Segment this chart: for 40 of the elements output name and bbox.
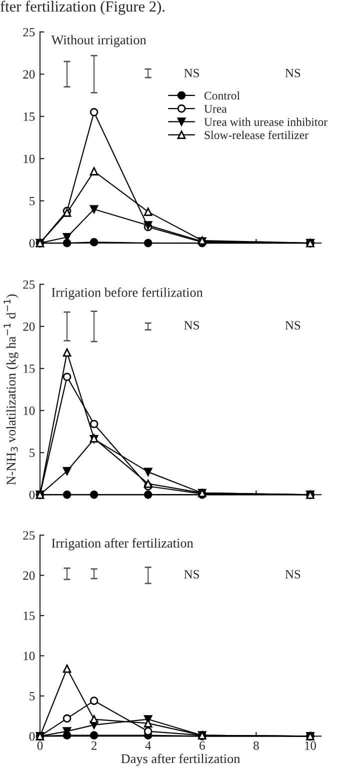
- chart-title: Irrigation after fertilization: [52, 538, 194, 550]
- y-tick-label: 15: [24, 612, 35, 620]
- y-tick-label: 5: [30, 196, 35, 206]
- annotation: NS: [184, 68, 199, 78]
- x-tick-label: 2: [91, 741, 96, 750]
- y-tick-label: 25: [23, 280, 35, 289]
- x-tick-label: 6: [200, 741, 205, 750]
- legend-label: Urea: [204, 104, 227, 113]
- annotation: NS: [285, 68, 300, 78]
- chart-title: Irrigation before fertilization: [52, 287, 203, 300]
- y-tick-label: 10: [24, 154, 35, 164]
- y-tick-label: 20: [23, 571, 35, 580]
- annotation: NS: [285, 321, 300, 330]
- y-tick-label: 0: [29, 732, 35, 741]
- y-tick-label: 10: [24, 652, 35, 660]
- chart-title: Without irrigation: [51, 35, 146, 48]
- y-tick-label: 15: [24, 112, 35, 121]
- y-tick-label: 25: [23, 531, 35, 540]
- y-tick-label: 5: [30, 448, 35, 458]
- y-tick-label: 0: [29, 239, 35, 248]
- legend-label: Slow-release fertilizer: [204, 130, 308, 140]
- y-tick-label: 10: [24, 406, 35, 415]
- x-tick-label: 8: [254, 741, 259, 750]
- x-tick-label: 4: [145, 741, 152, 750]
- y-tick-label: 0: [29, 490, 35, 500]
- annotation: NS: [184, 321, 199, 330]
- y-tick-label: 15: [24, 364, 35, 373]
- y-tick-label: 25: [23, 28, 35, 36]
- x-tick-label: 10: [305, 741, 316, 750]
- text: fter fertilization (Figure 2).: [0, 0, 164, 15]
- y-axis-title: N-NH$_{3}$ volatilization (kg ha$^{−1}$ d$^{−1}$): [4, 294, 18, 485]
- legend-label: Urea with urease inhibitor: [204, 118, 328, 126]
- annotation: NS: [184, 570, 199, 578]
- y-tick-label: 20: [23, 322, 35, 331]
- legend-label: Control: [204, 91, 240, 100]
- annotation: NS: [285, 570, 300, 578]
- y-tick-label: 5: [30, 692, 35, 700]
- y-tick-label: 20: [23, 70, 35, 79]
- x-tick-label: 0: [37, 741, 43, 750]
- x-axis-title: Days after fertilization: [121, 754, 240, 766]
